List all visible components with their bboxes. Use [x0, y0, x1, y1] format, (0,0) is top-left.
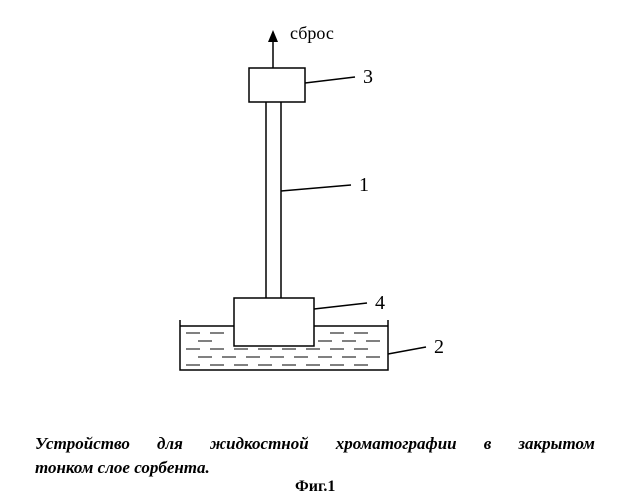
figure-caption: Устройстводляжидкостнойхроматографиивзак… — [35, 432, 595, 480]
label-sbros: сброс — [290, 23, 334, 44]
label-3: 3 — [363, 66, 373, 89]
leader-1 — [281, 185, 351, 191]
leader-4 — [314, 303, 367, 309]
label-1: 1 — [359, 174, 369, 197]
label-4: 4 — [375, 292, 385, 315]
caption-line-1: Устройстводляжидкостнойхроматографиивзак… — [35, 432, 595, 456]
arrow-head — [268, 30, 278, 42]
chamber-top — [249, 68, 305, 102]
leader-2 — [388, 347, 426, 354]
diagram-svg — [0, 0, 629, 430]
figure-canvas: сброс 3 1 4 2 Устройстводляжидкостнойхро… — [0, 0, 629, 500]
caption-line-2: тонком слое сорбента. — [35, 456, 595, 480]
label-2: 2 — [434, 336, 444, 359]
reservoir-outline — [180, 320, 388, 370]
leader-3 — [305, 77, 355, 83]
water-hatching — [186, 333, 380, 365]
figure-number: Фиг.1 — [295, 478, 335, 496]
chamber-bottom — [234, 298, 314, 346]
